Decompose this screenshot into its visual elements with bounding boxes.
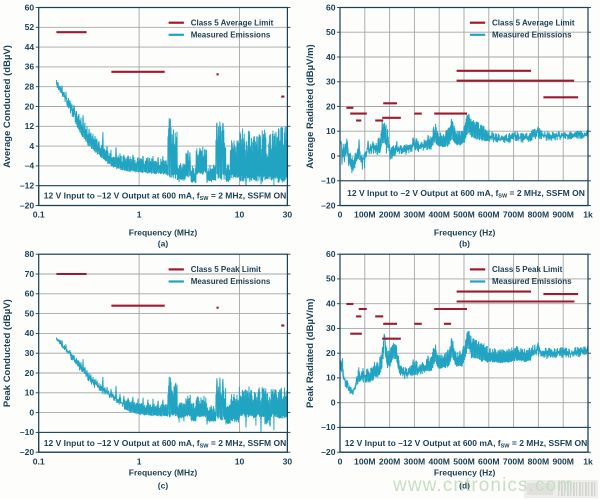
- svg-text:900M: 900M: [552, 457, 574, 467]
- svg-text:12 V Input to –2 V Output at 6: 12 V Input to –2 V Output at 600 mA, fSW…: [347, 188, 585, 200]
- svg-text:100M: 100M: [354, 457, 376, 467]
- svg-text:20: 20: [326, 348, 336, 358]
- svg-text:500M: 500M: [453, 210, 475, 220]
- svg-text:600M: 600M: [478, 457, 500, 467]
- svg-text:Measured Emissions: Measured Emissions: [492, 277, 572, 286]
- svg-text:30: 30: [326, 76, 336, 86]
- svg-text:0: 0: [29, 407, 34, 417]
- svg-text:12 V Input to –12 V Output at: 12 V Input to –12 V Output at 600 mA, fS…: [44, 438, 286, 450]
- svg-text:30: 30: [326, 323, 336, 333]
- svg-text:–20: –20: [20, 200, 35, 210]
- svg-text:300M: 300M: [404, 210, 426, 220]
- svg-text:–12: –12: [20, 180, 35, 190]
- svg-text:12 V Input to –12 V Output at: 12 V Input to –12 V Output at 600 mA, fS…: [44, 190, 286, 202]
- svg-text:30: 30: [283, 457, 293, 467]
- svg-text:Measured Emissions: Measured Emissions: [492, 30, 572, 39]
- svg-text:1k: 1k: [583, 210, 593, 220]
- svg-text:80: 80: [25, 249, 35, 259]
- svg-text:www.cntronics.com: www.cntronics.com: [392, 475, 573, 496]
- svg-text:Frequency (MHz): Frequency (MHz): [129, 227, 198, 237]
- svg-text:44: 44: [25, 42, 35, 52]
- svg-text:–10: –10: [321, 175, 336, 185]
- svg-text:–4: –4: [25, 161, 35, 171]
- svg-text:400M: 400M: [428, 457, 450, 467]
- svg-text:0: 0: [331, 397, 336, 407]
- svg-text:30: 30: [25, 348, 35, 358]
- svg-text:Average Conducted (dBµV): Average Conducted (dBµV): [2, 45, 13, 168]
- svg-text:70: 70: [25, 269, 35, 279]
- svg-text:200M: 200M: [379, 457, 401, 467]
- svg-text:500M: 500M: [453, 457, 475, 467]
- svg-text:0: 0: [338, 210, 343, 220]
- svg-text:10: 10: [326, 373, 336, 383]
- svg-text:Measured Emissions: Measured Emissions: [191, 30, 271, 39]
- svg-text:4: 4: [29, 141, 34, 151]
- svg-text:800M: 800M: [528, 457, 550, 467]
- svg-text:200M: 200M: [379, 210, 401, 220]
- svg-text:40: 40: [326, 298, 336, 308]
- svg-text:10: 10: [235, 210, 245, 220]
- svg-text:Peak Radiated (dBµV/m): Peak Radiated (dBµV/m): [305, 298, 316, 407]
- svg-text:12: 12: [25, 121, 35, 131]
- svg-text:–20: –20: [20, 447, 35, 457]
- svg-text:800M: 800M: [528, 210, 550, 220]
- svg-text:20: 20: [25, 368, 35, 378]
- svg-text:30: 30: [283, 210, 293, 220]
- svg-text:0: 0: [331, 151, 336, 161]
- svg-text:50: 50: [25, 308, 35, 318]
- svg-text:Class 5 Average Limit: Class 5 Average Limit: [492, 18, 575, 27]
- svg-text:20: 20: [25, 101, 35, 111]
- svg-text:10: 10: [235, 457, 245, 467]
- svg-text:Class 5 Peak Limit: Class 5 Peak Limit: [492, 265, 563, 274]
- svg-text:(c): (c): [158, 481, 169, 491]
- svg-text:0.1: 0.1: [33, 457, 45, 467]
- svg-text:20: 20: [326, 101, 336, 111]
- svg-text:100M: 100M: [354, 210, 376, 220]
- svg-text:(d): (d): [459, 481, 470, 491]
- svg-text:1k: 1k: [583, 457, 593, 467]
- svg-text:(a): (a): [158, 239, 169, 249]
- svg-text:50: 50: [326, 27, 336, 37]
- svg-text:–20: –20: [321, 447, 336, 457]
- svg-text:12 V Input to –12 V Output at: 12 V Input to –12 V Output at 600 mA, fS…: [345, 438, 587, 450]
- svg-text:40: 40: [25, 328, 35, 338]
- svg-text:700M: 700M: [503, 457, 525, 467]
- svg-text:0: 0: [338, 457, 343, 467]
- svg-text:400M: 400M: [428, 210, 450, 220]
- svg-text:36: 36: [25, 62, 35, 72]
- svg-text:700M: 700M: [503, 210, 525, 220]
- svg-text:60: 60: [326, 2, 336, 12]
- svg-text:0.1: 0.1: [33, 210, 45, 220]
- svg-text:900M: 900M: [552, 210, 574, 220]
- svg-text:Measured Emissions: Measured Emissions: [191, 277, 271, 286]
- svg-text:(b): (b): [459, 239, 470, 249]
- svg-text:Peak Conducted (dBµV): Peak Conducted (dBµV): [2, 299, 13, 407]
- svg-text:40: 40: [326, 52, 336, 62]
- svg-text:Average Radiated (dBµV/m): Average Radiated (dBµV/m): [305, 44, 316, 168]
- svg-text:Frequency (Hz): Frequency (Hz): [434, 467, 496, 477]
- svg-text:1: 1: [137, 457, 142, 467]
- svg-text:Frequency (MHz): Frequency (MHz): [129, 467, 198, 477]
- svg-text:60: 60: [326, 249, 336, 259]
- svg-text:60: 60: [25, 289, 35, 299]
- svg-text:Frequency (Hz): Frequency (Hz): [434, 227, 496, 237]
- svg-text:10: 10: [326, 126, 336, 136]
- svg-text:600M: 600M: [478, 210, 500, 220]
- svg-text:50: 50: [326, 274, 336, 284]
- svg-text:10: 10: [25, 388, 35, 398]
- svg-text:Class 5 Peak Limit: Class 5 Peak Limit: [191, 265, 262, 274]
- svg-text:52: 52: [25, 22, 35, 32]
- svg-text:Class 5 Average Limit: Class 5 Average Limit: [191, 18, 274, 27]
- svg-text:1: 1: [137, 210, 142, 220]
- svg-text:–20: –20: [321, 200, 336, 210]
- svg-text:60: 60: [25, 2, 35, 12]
- svg-text:28: 28: [25, 81, 35, 91]
- svg-text:–10: –10: [20, 427, 35, 437]
- svg-text:–10: –10: [321, 422, 336, 432]
- svg-text:300M: 300M: [404, 457, 426, 467]
